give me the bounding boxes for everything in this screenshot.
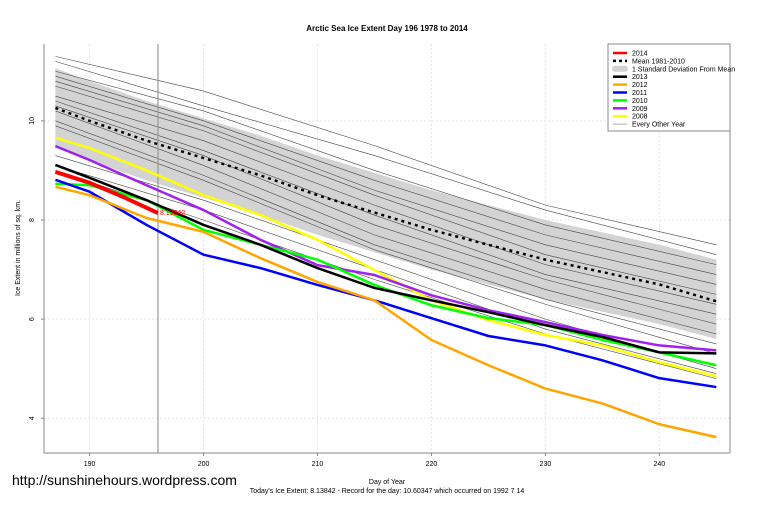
series-line-2014 xyxy=(54,170,159,215)
legend-entry: 2010 xyxy=(632,98,648,105)
legend-entry: 1 Standard Deviation From Mean xyxy=(632,66,735,73)
other-year-line xyxy=(55,61,717,255)
chart-title: Arctic Sea Ice Extent Day 196 1978 to 20… xyxy=(306,24,468,33)
other-year-line xyxy=(55,95,717,305)
legend-entry: 2009 xyxy=(632,106,648,113)
x-tick-label: 240 xyxy=(654,461,666,468)
legend-entry: 2012 xyxy=(632,82,648,89)
legend-entry: 2008 xyxy=(632,114,648,121)
legend-entry: 2013 xyxy=(632,74,648,81)
other-year-line xyxy=(55,100,717,315)
x-tick-label: 210 xyxy=(312,461,324,468)
other-year-line xyxy=(55,70,717,265)
other-year-line xyxy=(55,80,717,285)
y-tick-label: 10 xyxy=(29,117,36,125)
legend-box xyxy=(607,43,731,132)
y-tick-label: 4 xyxy=(29,416,36,420)
x-tick-label: 190 xyxy=(84,461,96,468)
watermark-url: http://sunshinehours.wordpress.com xyxy=(12,472,237,488)
legend-entry: 2011 xyxy=(632,90,647,97)
legend-entry: Every Other Year xyxy=(632,122,686,129)
series-line-2009 xyxy=(54,144,717,352)
footer-text: Today's Ice Extent: 8.13842 - Record for… xyxy=(250,488,525,495)
series-line-2008 xyxy=(55,136,717,378)
legend-swatch xyxy=(612,65,628,72)
x-tick-label: 200 xyxy=(198,461,210,468)
x-tick-label: 230 xyxy=(540,461,552,468)
other-year-line xyxy=(55,125,717,355)
other-year-line xyxy=(55,110,717,335)
x-tick-label: 220 xyxy=(426,461,438,468)
other-year-line xyxy=(55,75,717,275)
legend-entry: Mean 1981-2010 xyxy=(632,58,685,65)
y-axis-label: Ice Extent in millions of sq. km. xyxy=(15,200,22,296)
y-tick-label: 8 xyxy=(29,218,36,222)
std-deviation-band xyxy=(55,68,717,339)
other-year-line xyxy=(55,56,717,246)
other-year-line xyxy=(55,85,717,295)
legend-entry: 2014 xyxy=(632,51,648,58)
series-line-2012 xyxy=(55,185,717,439)
x-axis-label: Day of Year xyxy=(369,479,406,486)
other-year-line xyxy=(55,105,717,325)
y-tick-label: 6 xyxy=(29,317,36,321)
other-year-line xyxy=(55,120,717,345)
today-value-label: 8.13842 xyxy=(160,210,185,217)
series-line-2013 xyxy=(54,163,717,355)
